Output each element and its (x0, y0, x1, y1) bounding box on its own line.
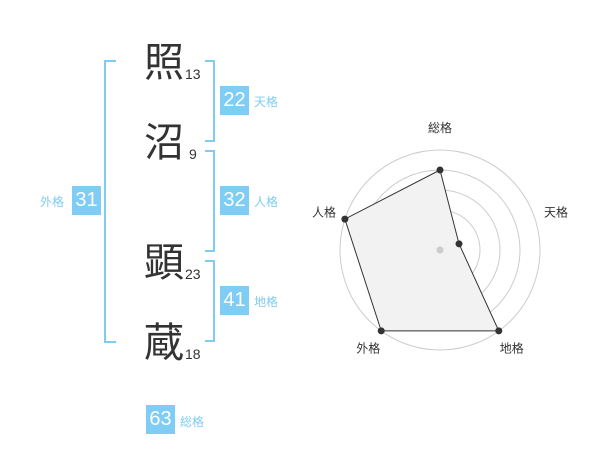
axis-label: 外格 (356, 341, 380, 356)
jinkaku-label: 人格 (254, 195, 279, 209)
chikaku-value: 41 (220, 286, 249, 315)
jinkaku-bracket (205, 150, 215, 252)
tenkaku-value: 22 (220, 86, 249, 115)
radar-point (455, 240, 463, 248)
stroke-count-1: 13 (185, 66, 201, 82)
chikaku-bracket (205, 260, 215, 342)
radar-point (436, 166, 444, 174)
radar-center (436, 246, 444, 254)
name-char-1: 照 (144, 40, 184, 86)
radar-area (344, 169, 500, 332)
gaikaku-bracket (104, 60, 116, 343)
tenkaku-bracket (205, 60, 215, 142)
radar-point (495, 327, 503, 335)
name-char-4: 蔵 (144, 320, 184, 366)
tenkaku-label: 天格 (254, 95, 279, 109)
radar-point (341, 215, 349, 223)
axis-label: 天格 (544, 204, 568, 219)
radar-ring (339, 149, 541, 351)
gaikaku-value: 31 (72, 186, 101, 215)
soukaku-label: 総格 (180, 415, 205, 429)
name-char-2: 沼 (144, 120, 184, 166)
stroke-count-2: 9 (189, 146, 197, 162)
jinkaku-value: 32 (220, 186, 249, 215)
radar-point (377, 327, 385, 335)
name-char-3: 顕 (144, 240, 184, 286)
gaikaku-label: 外格 (40, 195, 65, 209)
stroke-count-4: 18 (185, 346, 201, 362)
axis-label: 総格 (428, 120, 452, 135)
axis-label: 地格 (500, 341, 524, 356)
chikaku-label: 地格 (254, 295, 279, 309)
soukaku-value: 63 (146, 405, 175, 434)
stroke-count-3: 23 (185, 266, 201, 282)
axis-label: 人格 (312, 204, 336, 219)
